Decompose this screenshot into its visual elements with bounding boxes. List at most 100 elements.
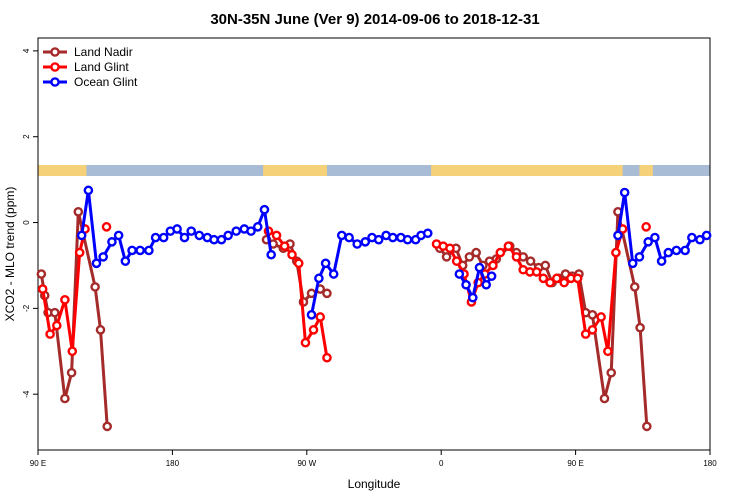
series-2-point	[246, 226, 256, 236]
series-2-point	[328, 269, 339, 279]
y-tick-label-2: 0	[22, 220, 31, 225]
series-2-point	[91, 258, 102, 269]
legend-label-0: Land Nadir	[74, 45, 133, 59]
series-1-point	[308, 325, 319, 335]
series-1-point	[74, 247, 85, 258]
series-2-point	[402, 234, 413, 245]
series-2-point	[467, 292, 478, 303]
series-0-point	[471, 247, 481, 258]
series-2-point	[320, 258, 331, 269]
series-0-point	[635, 322, 645, 333]
series-1-point	[451, 256, 462, 266]
series-2-point	[360, 237, 371, 247]
series-2-point	[388, 232, 398, 243]
series-2-line-3	[616, 191, 708, 265]
band-ocean	[38, 165, 710, 176]
series-1-point	[551, 273, 562, 284]
series-2-point	[352, 239, 363, 249]
y-tick-label-4: 4	[22, 48, 31, 53]
series-2-point	[120, 256, 131, 266]
series-2-point	[127, 245, 137, 256]
x-tick-label-4: 90 E	[567, 459, 583, 468]
series-1-point	[603, 346, 613, 357]
series-2-point	[266, 249, 276, 260]
series-2-point	[76, 230, 87, 241]
y-axis-label: XCO2 - MLO trend (ppm)	[3, 187, 17, 322]
series-0-point	[73, 207, 84, 217]
series-0-point	[90, 282, 100, 292]
series-2-point	[306, 310, 317, 320]
series-1-point	[538, 273, 549, 284]
series-1-point	[503, 241, 514, 251]
series-1-point	[101, 222, 112, 232]
series-2-point	[474, 262, 485, 273]
series-2-point	[422, 228, 433, 239]
series-1-point	[495, 247, 506, 258]
series-2-point	[627, 258, 638, 269]
series-0-point	[102, 421, 113, 432]
legend-marker-0	[50, 47, 60, 57]
series-2	[76, 185, 712, 320]
series-2-point	[481, 279, 492, 290]
series-1-point	[287, 249, 297, 260]
series-2-point	[186, 226, 197, 236]
series-0-point	[50, 307, 60, 318]
series-1-point	[300, 337, 311, 348]
land-ocean-band	[38, 165, 710, 176]
series-2-point	[172, 224, 182, 234]
series-1-point	[279, 241, 290, 251]
series-1-point	[531, 267, 542, 277]
series-2-point	[216, 234, 227, 245]
x-axis-label: Longitude	[348, 477, 401, 491]
y-tick-label-0: -4	[22, 390, 31, 398]
series-1-point	[293, 258, 304, 269]
series-1-point	[580, 329, 591, 339]
x-tick-label-5: 180	[703, 459, 717, 468]
series-2-point	[314, 273, 324, 284]
series-1-point	[445, 243, 455, 254]
series-2-point	[252, 222, 263, 232]
plot-frame	[37, 37, 711, 451]
series-2-point	[373, 234, 384, 245]
series-0-point	[464, 252, 475, 262]
series-2-point	[643, 237, 653, 247]
legend-label-1: Land Glint	[74, 60, 129, 74]
legend-marker-1	[50, 62, 60, 72]
series-0-line-2	[438, 210, 649, 427]
series-2-point	[144, 245, 154, 256]
series-1-line-2	[267, 229, 329, 358]
band-land-3	[639, 165, 653, 176]
series-0-point	[587, 310, 598, 320]
series-2-point	[486, 271, 497, 281]
band-land-1	[263, 165, 327, 176]
series-2-point	[223, 230, 233, 241]
series-1-point	[488, 260, 498, 271]
legend-marker-2	[50, 77, 60, 87]
series-2-point	[461, 279, 471, 290]
series-2-point	[194, 230, 205, 241]
series-2-point	[150, 232, 161, 243]
series-2-point	[336, 230, 347, 241]
series-2-point	[634, 252, 645, 262]
series-0	[36, 207, 652, 432]
series-0-point	[36, 269, 47, 279]
series-2-point	[98, 252, 108, 262]
series-1-point	[572, 273, 583, 284]
series-0-point	[66, 367, 77, 378]
series-2-point	[613, 230, 623, 241]
series-1-point	[511, 252, 522, 262]
legend-label-2: Ocean Glint	[74, 75, 138, 89]
series-2-point	[687, 232, 697, 243]
series-1	[37, 222, 651, 363]
series-2-point	[695, 234, 705, 245]
series-1-point	[322, 352, 332, 363]
series-1-point	[596, 312, 606, 322]
series-0-point	[629, 282, 640, 292]
series-2-point	[107, 237, 117, 247]
band-land-2	[431, 165, 623, 176]
series-1-point	[545, 277, 555, 288]
series-2-point	[83, 185, 94, 196]
series-0-point	[322, 288, 332, 299]
series-2-point	[663, 247, 674, 258]
band-land-0	[38, 165, 87, 176]
